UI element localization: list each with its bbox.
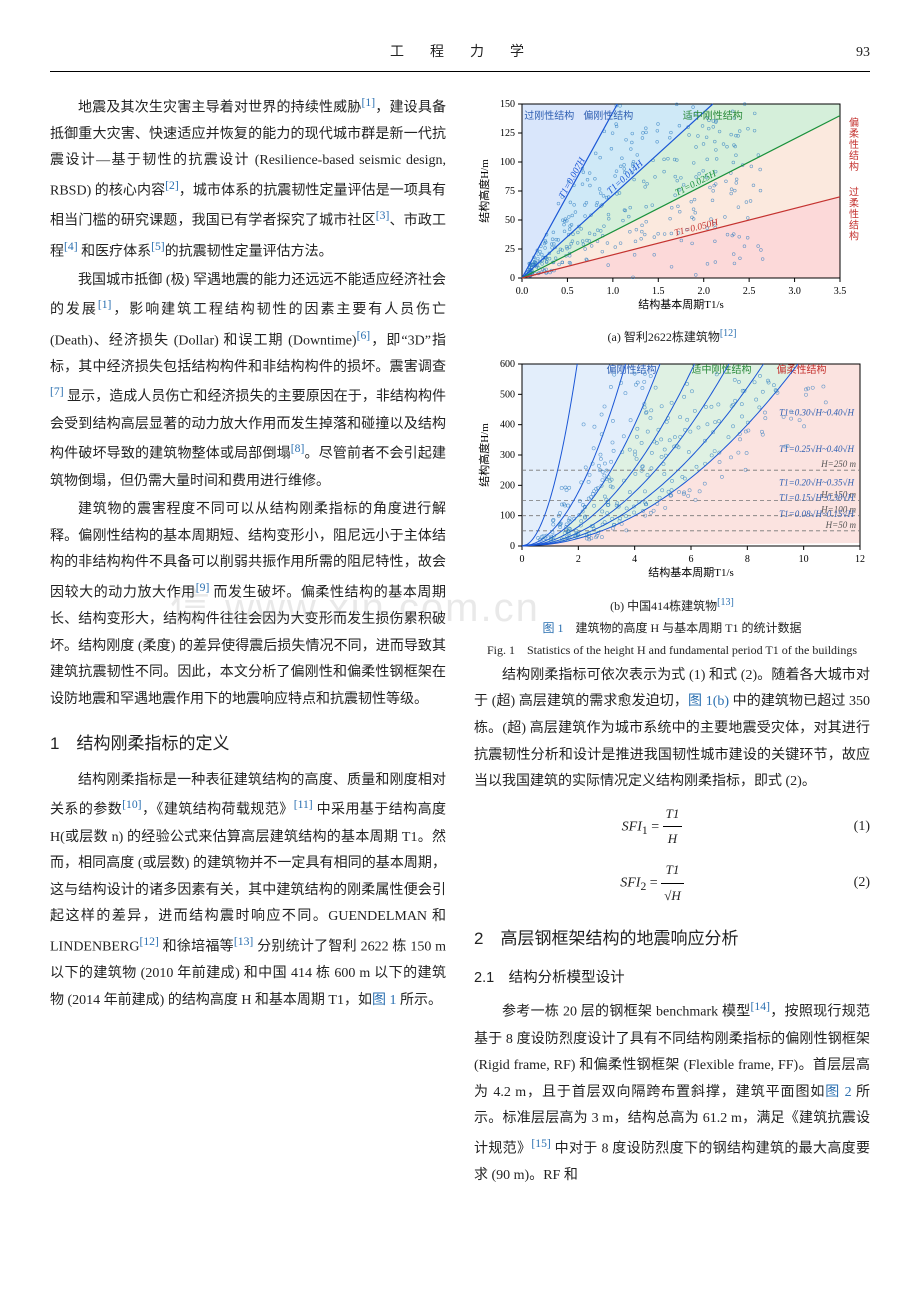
svg-text:400: 400 [500, 420, 515, 431]
svg-text:0: 0 [520, 554, 525, 565]
svg-text:200: 200 [500, 481, 515, 492]
svg-text:偏柔性结构: 偏柔性结构 [847, 115, 859, 171]
svg-text:T1=0.08√H~0.15√H: T1=0.08√H~0.15√H [779, 509, 854, 519]
section-2-1-heading: 2.1 结构分析模型设计 [474, 965, 870, 993]
svg-text:1.5: 1.5 [652, 286, 665, 297]
svg-text:0.0: 0.0 [516, 286, 529, 297]
svg-text:偏刚性结构: 偏刚性结构 [583, 108, 633, 121]
svg-text:适中刚性结构: 适中刚性结构 [692, 363, 752, 376]
svg-text:100: 100 [500, 511, 515, 522]
svg-text:0: 0 [510, 541, 515, 552]
para-intro-2: 我国城市抵御 (极) 罕遇地震的能力还远远不能适应经济社会的发展[1]，影响建筑… [50, 268, 446, 495]
svg-text:适中刚性结构: 适中刚性结构 [683, 108, 743, 121]
svg-text:600: 600 [500, 359, 515, 370]
figure-1-caption-en: Fig. 1 Statistics of the height H and fu… [474, 641, 870, 659]
eq1-sub: 1 [642, 824, 648, 837]
equation-1: SFI1 = T1H (1) [474, 802, 870, 852]
left-column: 地震及其次生灾害主导着对世界的持续性威胁[1]，建设具备抵御重大灾害、快速适应并… [50, 92, 446, 1192]
eq1-num: T1 [663, 802, 683, 828]
svg-text:125: 125 [500, 128, 515, 139]
right-column: 0.00.51.01.52.02.53.03.50255075100125150… [474, 92, 870, 1192]
svg-text:8: 8 [745, 554, 750, 565]
svg-text:10: 10 [799, 554, 809, 565]
svg-text:6: 6 [689, 554, 694, 565]
svg-text:结构基本周期T1/s: 结构基本周期T1/s [648, 565, 734, 579]
svg-text:T1=0.15√H~0.30√H: T1=0.15√H~0.30√H [779, 493, 854, 503]
svg-text:结构高度H/m: 结构高度H/m [477, 158, 491, 222]
section-1-heading: 1 结构刚柔指标的定义 [50, 728, 446, 760]
svg-text:过柔性结构: 过柔性结构 [847, 185, 859, 241]
section-2-title: 高层钢框架结构的地震响应分析 [500, 929, 738, 948]
svg-text:500: 500 [500, 390, 515, 401]
svg-text:T1=0.30√H~0.40√H: T1=0.30√H~0.40√H [779, 408, 854, 418]
svg-text:结构高度H/m: 结构高度H/m [477, 423, 491, 487]
journal-title: 工 程 力 学 [90, 40, 830, 67]
svg-text:50: 50 [505, 215, 515, 226]
svg-text:0.5: 0.5 [561, 286, 574, 297]
page-number: 93 [830, 40, 870, 67]
svg-text:300: 300 [500, 450, 515, 461]
eq2-den: √H [661, 884, 684, 909]
para-intro-3: 建筑物的震害程度不同可以从结构刚柔指标的角度进行解释。偏刚性结构的基本周期短、结… [50, 497, 446, 713]
figure-1b-chart: 0 2 4 6 8 10 12 0 100 200 300 400 500 600 结构基本周期T1/s 结构… [474, 350, 870, 580]
svg-text:过刚性结构: 过刚性结构 [524, 108, 574, 121]
svg-text:2: 2 [576, 554, 581, 565]
svg-text:100: 100 [500, 157, 515, 168]
svg-text:150: 150 [500, 99, 515, 110]
section-1-title: 结构刚柔指标的定义 [76, 734, 229, 753]
svg-text:偏刚性结构: 偏刚性结构 [607, 363, 657, 376]
eq2-num: T1 [661, 858, 684, 884]
svg-text:偏柔性结构: 偏柔性结构 [777, 363, 827, 376]
section-2-heading: 2 高层钢框架结构的地震响应分析 [474, 923, 870, 955]
figure-1b-caption: (b) 中国414栋建筑物[13] [474, 595, 870, 615]
para-right-2: 参考一栋 20 层的钢框架 benchmark 模型[14]，按照现行规范基于 … [474, 996, 870, 1189]
svg-text:1.0: 1.0 [607, 286, 620, 297]
svg-text:3.5: 3.5 [834, 286, 847, 297]
svg-text:2.5: 2.5 [743, 286, 756, 297]
svg-text:4: 4 [632, 554, 637, 565]
figure-1-caption-cn: 图 1 建筑物的高度 H 与基本周期 T1 的统计数据 [474, 619, 870, 637]
svg-text:3.0: 3.0 [788, 286, 801, 297]
svg-text:H=250 m: H=250 m [820, 459, 856, 469]
page-header: 工 程 力 学 93 [50, 40, 870, 72]
figure-1a-caption: (a) 智利2622栋建筑物[12] [474, 326, 870, 346]
svg-text:T1=0.25√H~0.40√H: T1=0.25√H~0.40√H [779, 444, 854, 454]
eq1-den: H [663, 827, 683, 852]
eq1-number: (1) [830, 814, 870, 841]
equation-2: SFI2 = T1√H (2) [474, 858, 870, 908]
svg-text:12: 12 [855, 554, 865, 565]
svg-text:75: 75 [505, 186, 515, 197]
para-right-1: 结构刚柔指标可依次表示为式 (1) 和式 (2)。随着各大城市对于 (超) 高层… [474, 663, 870, 796]
eq2-number: (2) [830, 870, 870, 897]
section-1-number: 1 [50, 734, 59, 753]
para-intro-1: 地震及其次生灾害主导着对世界的持续性威胁[1]，建设具备抵御重大灾害、快速适应并… [50, 92, 446, 266]
eq2-lhs: SFI [620, 876, 640, 891]
svg-text:T1=0.20√H~0.35√H: T1=0.20√H~0.35√H [779, 478, 854, 488]
svg-text:结构基本周期T1/s: 结构基本周期T1/s [638, 297, 724, 311]
eq1-lhs: SFI [622, 819, 642, 834]
eq2-sub: 2 [640, 880, 646, 893]
svg-text:0: 0 [510, 273, 515, 284]
svg-text:2.0: 2.0 [697, 286, 710, 297]
figure-1a-chart: 0.0 0.5 1.0 1.5 2.0 2.5 3.0 3.5 0 25 50 75 100 125 150… [474, 92, 870, 312]
para-sec1: 结构刚柔指标是一种表征建筑结构的高度、质量和刚度相对关系的参数[10]，《建筑结… [50, 768, 446, 1015]
svg-text:25: 25 [505, 244, 515, 255]
section-2-number: 2 [474, 929, 483, 948]
svg-text:H=50 m: H=50 m [825, 520, 857, 530]
